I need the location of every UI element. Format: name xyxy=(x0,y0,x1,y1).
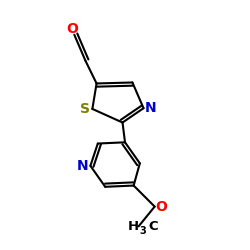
Text: H: H xyxy=(128,220,138,233)
Text: N: N xyxy=(77,159,89,173)
Text: 3: 3 xyxy=(140,226,146,236)
Text: O: O xyxy=(155,200,167,213)
Text: O: O xyxy=(66,22,78,36)
Text: N: N xyxy=(145,101,157,115)
Text: S: S xyxy=(80,102,90,116)
Text: C: C xyxy=(148,220,158,233)
